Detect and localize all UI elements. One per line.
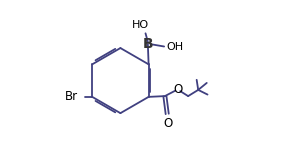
Text: O: O (173, 83, 183, 96)
Text: OH: OH (166, 42, 184, 51)
Text: HO: HO (131, 20, 149, 30)
Text: B: B (142, 37, 153, 51)
Text: Br: Br (65, 90, 78, 103)
Text: O: O (163, 117, 173, 130)
